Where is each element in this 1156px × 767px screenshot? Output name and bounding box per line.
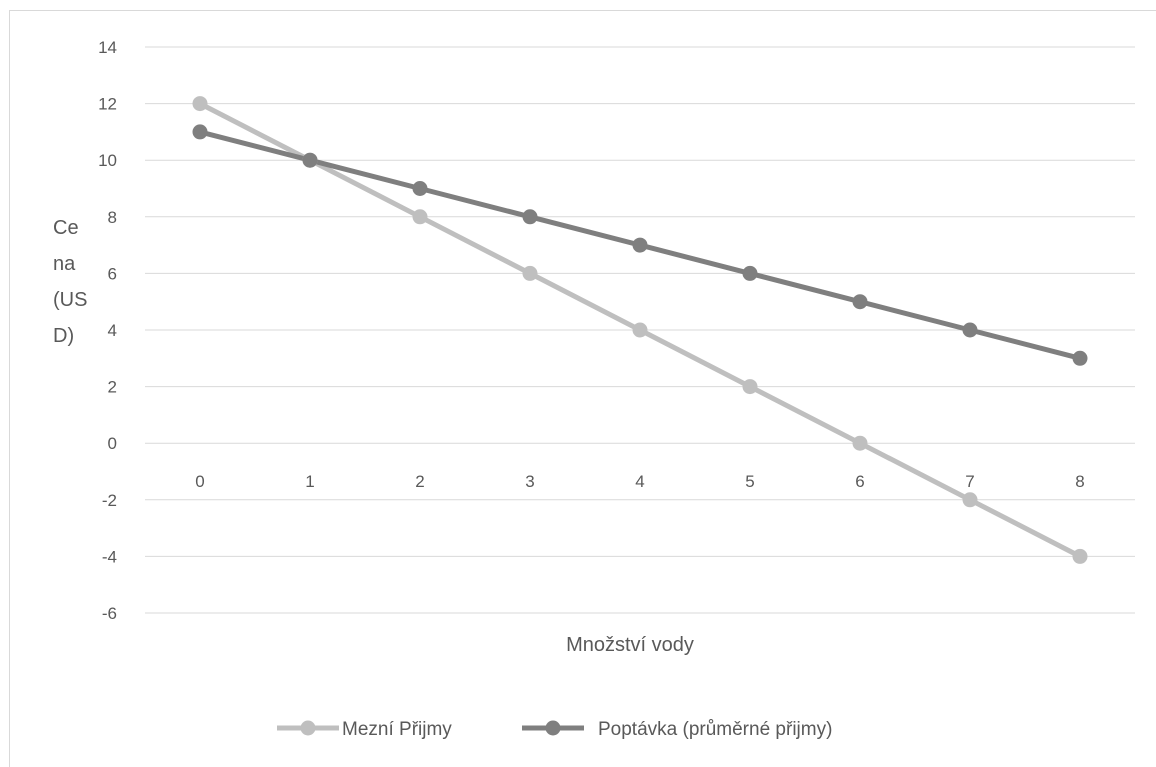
x-axis-title: Množství vody bbox=[566, 634, 694, 656]
y-axis-title-line: D) bbox=[53, 325, 74, 347]
data-point bbox=[302, 152, 318, 168]
data-point bbox=[742, 379, 758, 395]
data-point bbox=[412, 181, 428, 196]
x-tick-label: 6 bbox=[855, 472, 864, 491]
x-tick-label: 8 bbox=[1075, 472, 1084, 491]
series-points bbox=[192, 96, 1088, 564]
legend: Mezní Přijmy Poptávka (průměrné přijmy) bbox=[277, 719, 832, 740]
data-point bbox=[962, 492, 978, 508]
data-point bbox=[412, 209, 428, 225]
y-axis-title-line: (US bbox=[53, 289, 87, 311]
legend-swatch-marker bbox=[545, 720, 561, 736]
y-tick-label: -6 bbox=[102, 604, 117, 623]
x-tick-label: 0 bbox=[195, 472, 204, 491]
data-point bbox=[1072, 350, 1088, 366]
y-tick-label: 8 bbox=[108, 208, 117, 227]
data-point bbox=[522, 265, 538, 281]
y-axis-title-line: Ce bbox=[53, 217, 79, 239]
data-point bbox=[852, 294, 868, 310]
x-tick-label: 3 bbox=[525, 472, 534, 491]
y-tick-label: -2 bbox=[102, 491, 117, 510]
data-point bbox=[962, 322, 978, 338]
legend-item-marginal-revenue: Mezní Přijmy bbox=[277, 719, 452, 740]
data-point bbox=[742, 265, 758, 281]
data-point bbox=[632, 322, 648, 338]
y-tick-label: 0 bbox=[108, 434, 117, 453]
y-tick-label: 12 bbox=[98, 95, 117, 114]
legend-swatch-marker bbox=[300, 720, 316, 736]
data-point bbox=[192, 124, 208, 140]
data-point bbox=[632, 237, 648, 253]
x-tick-label: 5 bbox=[745, 472, 754, 491]
legend-label: Mezní Přijmy bbox=[342, 719, 452, 740]
x-tick-label: 4 bbox=[635, 472, 644, 491]
data-point bbox=[852, 435, 868, 451]
x-axis-tick-labels: 0 1 2 3 4 5 6 7 8 bbox=[195, 472, 1084, 491]
legend-label: Poptávka (průměrné přijmy) bbox=[598, 719, 832, 740]
data-point bbox=[522, 209, 538, 225]
y-tick-label: 10 bbox=[98, 151, 117, 170]
y-tick-label: 4 bbox=[108, 321, 117, 340]
y-tick-label: -4 bbox=[102, 547, 117, 566]
y-tick-label: 6 bbox=[108, 264, 117, 283]
y-tick-label: 14 bbox=[98, 38, 117, 57]
x-tick-label: 7 bbox=[965, 472, 974, 491]
data-point bbox=[1072, 548, 1088, 564]
y-axis-tick-labels: 14 12 10 8 6 4 2 0 -2 -4 -6 bbox=[98, 38, 117, 623]
data-point bbox=[192, 96, 208, 112]
y-axis-title: Ce na (US D) bbox=[53, 217, 87, 347]
y-tick-label: 2 bbox=[108, 378, 117, 397]
x-tick-label: 2 bbox=[415, 472, 424, 491]
y-axis-title-line: na bbox=[53, 253, 76, 275]
x-tick-label: 1 bbox=[305, 472, 314, 491]
legend-item-demand: Poptávka (průměrné přijmy) bbox=[522, 719, 832, 740]
